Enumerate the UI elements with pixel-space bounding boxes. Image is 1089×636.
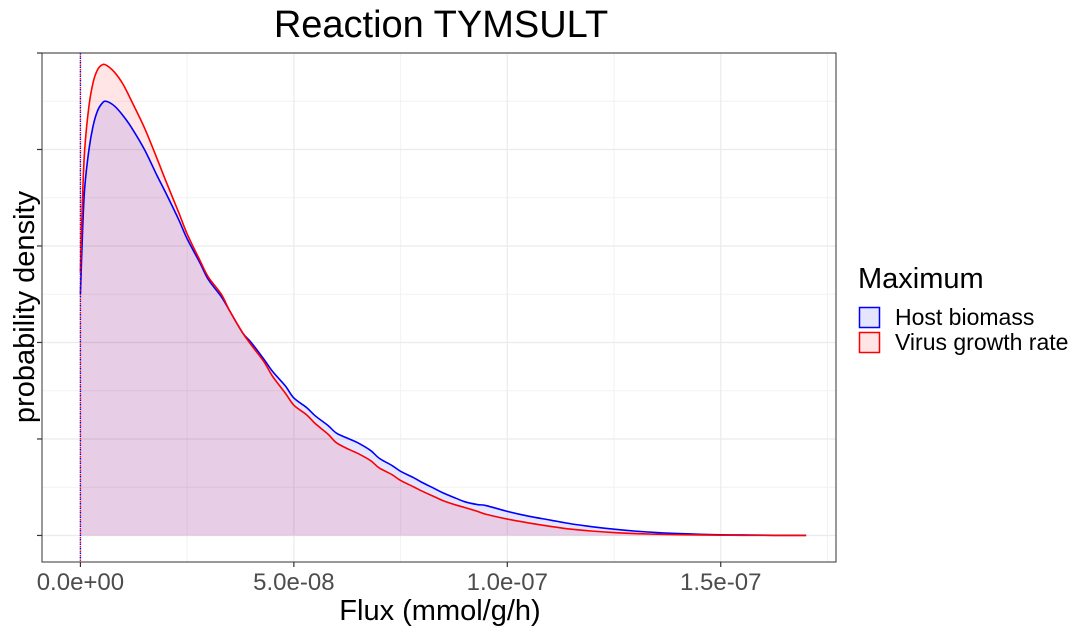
y-axis-title: probability density	[9, 190, 41, 423]
density-area-virus-growth-rate	[80, 64, 807, 536]
legend-key	[858, 331, 881, 354]
legend-title: Maximum	[858, 263, 984, 295]
legend-label: Virus growth rate	[895, 329, 1068, 355]
x-axis-title: Flux (mmol/g/h)	[339, 595, 540, 627]
legend-key-bg	[859, 307, 879, 327]
legend-key	[858, 306, 881, 329]
plot-panel	[42, 53, 836, 562]
density-areas	[80, 64, 807, 536]
y-axis-ticks	[37, 52, 42, 537]
density-area-host-biomass	[80, 101, 807, 536]
density-line-virus-growth-rate	[79, 63, 807, 537]
density-line-host-biomass	[79, 100, 807, 537]
legend-label: Host biomass	[895, 304, 1034, 330]
x-tick-label: 0.0e+00	[37, 569, 124, 596]
legend-entry: Virus growth rate	[858, 329, 1068, 355]
plot-border	[41, 52, 837, 563]
legend-entry: Host biomass	[858, 304, 1034, 330]
x-axis-ticks	[79, 562, 722, 567]
x-axis-tick-labels: 0.0e+00 5.0e-08 1.0e-07 1.5e-07	[37, 569, 762, 596]
chart-title: Reaction TYMSULT	[274, 4, 608, 46]
x-tick-label: 1.5e-07	[680, 569, 761, 596]
x-tick-label: 5.0e-08	[253, 569, 334, 596]
legend-key-bg	[859, 332, 879, 352]
grid-minor	[42, 53, 836, 562]
density-lines	[79, 63, 807, 537]
x-tick-label: 1.0e-07	[467, 569, 548, 596]
